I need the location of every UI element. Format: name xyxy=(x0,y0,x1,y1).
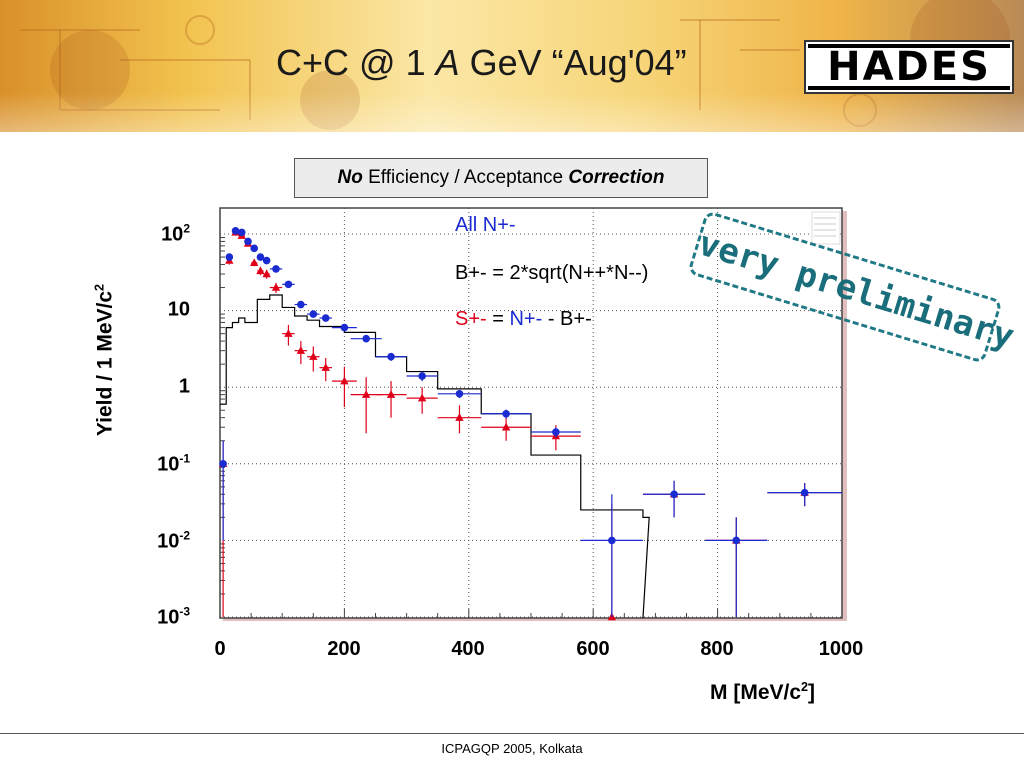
data-point xyxy=(386,390,396,398)
data-point xyxy=(502,409,510,418)
data-point xyxy=(608,536,616,545)
data-point xyxy=(552,428,560,436)
x-tick-label: 600 xyxy=(576,638,610,660)
data-point xyxy=(340,323,349,332)
y-tick-label: 10-3 xyxy=(157,604,190,629)
data-point xyxy=(296,346,306,354)
x-axis-title: M [MeV/c2] xyxy=(710,680,816,704)
data-point xyxy=(225,253,234,261)
data-point xyxy=(284,280,293,289)
data-point xyxy=(455,413,464,421)
data-point xyxy=(256,253,265,261)
y-tick-label: 10 xyxy=(167,298,190,321)
x-tick-label: 1000 xyxy=(818,638,864,660)
data-point xyxy=(271,283,281,291)
data-point xyxy=(237,228,246,237)
background-histogram xyxy=(220,294,650,619)
data-point xyxy=(362,334,370,343)
stats-box xyxy=(811,211,841,245)
footer-divider xyxy=(0,733,1024,734)
histogram-line xyxy=(220,294,650,619)
data-point xyxy=(800,488,809,497)
x-tick-label: 800 xyxy=(700,638,734,660)
data-point xyxy=(244,237,252,246)
data-point xyxy=(321,363,330,371)
data-point xyxy=(297,300,305,309)
data-point xyxy=(219,460,227,468)
y-tick-label: 10-1 xyxy=(157,451,190,476)
data-point xyxy=(732,536,741,545)
data-point xyxy=(231,227,240,235)
data-point xyxy=(455,390,464,398)
data-point xyxy=(501,422,511,431)
data-point xyxy=(340,376,349,385)
x-tick-label: 400 xyxy=(451,638,485,660)
data-point xyxy=(250,244,259,253)
footer-text: ICPAGQP 2005, Kolkata xyxy=(441,741,583,756)
data-point xyxy=(387,352,395,361)
data-point xyxy=(417,393,427,402)
data-point xyxy=(262,269,271,278)
y-axis-title: Yield / 1 MeV/c2 xyxy=(92,283,117,437)
data-point xyxy=(309,352,318,360)
data-point xyxy=(418,372,426,380)
data-point xyxy=(361,390,371,398)
all-pairs-series xyxy=(219,227,842,617)
y-tick-label: 1 xyxy=(178,375,190,398)
data-point xyxy=(309,310,318,318)
data-point xyxy=(321,314,330,322)
hades-logo: HADES xyxy=(804,40,1014,94)
data-point xyxy=(284,329,293,337)
data-point xyxy=(262,256,271,265)
plot-grid xyxy=(219,208,843,618)
legend-signal-definition: S+- = N+- - B+- xyxy=(455,308,592,330)
slide-title: C+C @ 1 A GeV “Aug'04” xyxy=(276,42,687,83)
x-tick-label: 0 xyxy=(214,638,226,660)
correction-note: No Efficiency / Acceptance Correction xyxy=(294,158,708,198)
x-tick-label: 200 xyxy=(327,638,361,660)
data-point xyxy=(272,265,280,273)
data-point xyxy=(670,490,678,499)
data-point xyxy=(256,266,265,275)
y-tick-label: 102 xyxy=(161,221,190,246)
legend-all-pairs: All N+- xyxy=(455,214,516,236)
legend-background-definition: B+- = 2*sqrt(N++*N--) xyxy=(455,262,649,284)
plot-frame xyxy=(219,207,843,619)
header-banner: C+C @ 1 A GeV “Aug'04” HADES xyxy=(0,0,1024,132)
data-point xyxy=(250,258,259,267)
y-tick-label: 10-2 xyxy=(157,528,190,553)
